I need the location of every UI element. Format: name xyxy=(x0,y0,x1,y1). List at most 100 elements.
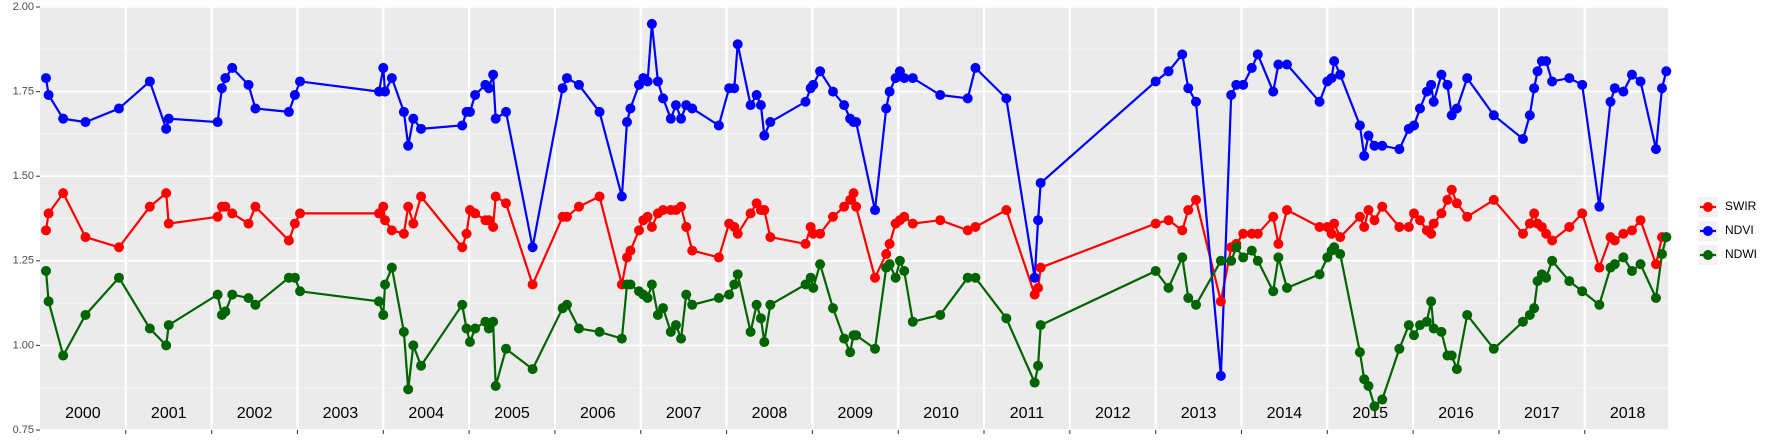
data-point xyxy=(212,117,223,128)
data-point xyxy=(1001,93,1012,104)
data-point xyxy=(1524,110,1535,121)
y-tick-label: 1.75 xyxy=(13,86,34,98)
data-point xyxy=(461,228,472,239)
year-label: 2012 xyxy=(1095,405,1131,422)
data-point xyxy=(386,225,397,236)
data-point xyxy=(724,289,735,300)
data-point xyxy=(1377,140,1388,151)
data-point xyxy=(962,272,973,283)
data-point xyxy=(573,201,584,212)
data-point xyxy=(161,188,172,199)
y-tick-label: 1.00 xyxy=(13,339,34,351)
data-point xyxy=(1238,79,1249,90)
data-point xyxy=(490,113,501,124)
year-label: 2005 xyxy=(494,405,530,422)
y-tick-label: 2.00 xyxy=(13,1,34,13)
data-point xyxy=(1428,323,1439,334)
data-point xyxy=(378,201,389,212)
data-point xyxy=(1329,218,1340,229)
data-point xyxy=(1635,259,1646,270)
data-point xyxy=(1609,83,1620,94)
data-point xyxy=(1335,69,1346,80)
data-point xyxy=(1414,215,1425,226)
data-point xyxy=(745,208,756,219)
y-tick-label: 0.75 xyxy=(13,424,34,436)
data-point xyxy=(881,103,892,114)
data-point xyxy=(713,293,724,304)
data-point xyxy=(457,299,468,310)
data-point xyxy=(1436,326,1447,337)
data-point xyxy=(398,326,409,337)
data-point xyxy=(616,191,627,202)
data-point xyxy=(1215,370,1226,381)
data-point xyxy=(250,103,261,114)
data-point xyxy=(1354,211,1365,222)
year-label: 2003 xyxy=(323,405,359,422)
data-point xyxy=(1329,56,1340,67)
data-point xyxy=(1215,255,1226,266)
data-point xyxy=(687,103,698,114)
data-point xyxy=(970,62,981,73)
data-point xyxy=(1541,56,1552,67)
data-point xyxy=(41,225,52,236)
data-point xyxy=(490,381,501,392)
data-point xyxy=(676,113,687,124)
year-label: 2015 xyxy=(1352,405,1388,422)
data-point xyxy=(845,347,856,358)
data-point xyxy=(729,279,740,290)
data-point xyxy=(1529,208,1540,219)
data-point xyxy=(1252,255,1263,266)
data-point xyxy=(561,73,572,84)
data-point xyxy=(1524,218,1535,229)
data-point xyxy=(1577,79,1588,90)
data-point xyxy=(243,293,254,304)
data-point xyxy=(1428,96,1439,107)
data-point xyxy=(899,265,910,276)
year-label: 2018 xyxy=(1610,405,1646,422)
data-point xyxy=(289,272,300,283)
data-point xyxy=(848,188,859,199)
data-point xyxy=(625,245,636,256)
data-point xyxy=(43,89,54,100)
data-point xyxy=(625,279,636,290)
data-point xyxy=(1650,144,1661,155)
data-point xyxy=(1635,76,1646,87)
data-point xyxy=(398,106,409,117)
data-point xyxy=(1618,228,1629,239)
data-point xyxy=(379,279,390,290)
data-point xyxy=(1231,79,1242,90)
data-point xyxy=(759,337,770,348)
data-point xyxy=(907,316,918,327)
data-point xyxy=(907,218,918,229)
data-point xyxy=(1577,208,1588,219)
data-point xyxy=(416,360,427,371)
data-point xyxy=(501,106,512,117)
data-point xyxy=(464,337,475,348)
data-point xyxy=(1238,252,1249,263)
data-point xyxy=(1314,221,1325,232)
data-point xyxy=(403,140,414,151)
data-point xyxy=(416,123,427,134)
data-point xyxy=(1547,235,1558,246)
data-point xyxy=(1594,299,1605,310)
data-point xyxy=(839,100,850,111)
data-point xyxy=(1183,83,1194,94)
data-point xyxy=(800,96,811,107)
data-point xyxy=(665,326,676,337)
data-point xyxy=(113,242,124,253)
data-point xyxy=(1363,381,1374,392)
data-point xyxy=(212,211,223,222)
data-point xyxy=(41,265,52,276)
data-point xyxy=(1252,49,1263,60)
data-point xyxy=(745,326,756,337)
year-label: 2007 xyxy=(666,405,702,422)
legend-point xyxy=(1703,250,1713,260)
data-point xyxy=(1488,343,1499,354)
data-point xyxy=(827,86,838,97)
data-point xyxy=(408,340,419,351)
data-point xyxy=(1408,208,1419,219)
data-point xyxy=(1403,320,1414,331)
data-point xyxy=(1488,194,1499,205)
data-point xyxy=(398,228,409,239)
data-point xyxy=(1394,144,1405,155)
